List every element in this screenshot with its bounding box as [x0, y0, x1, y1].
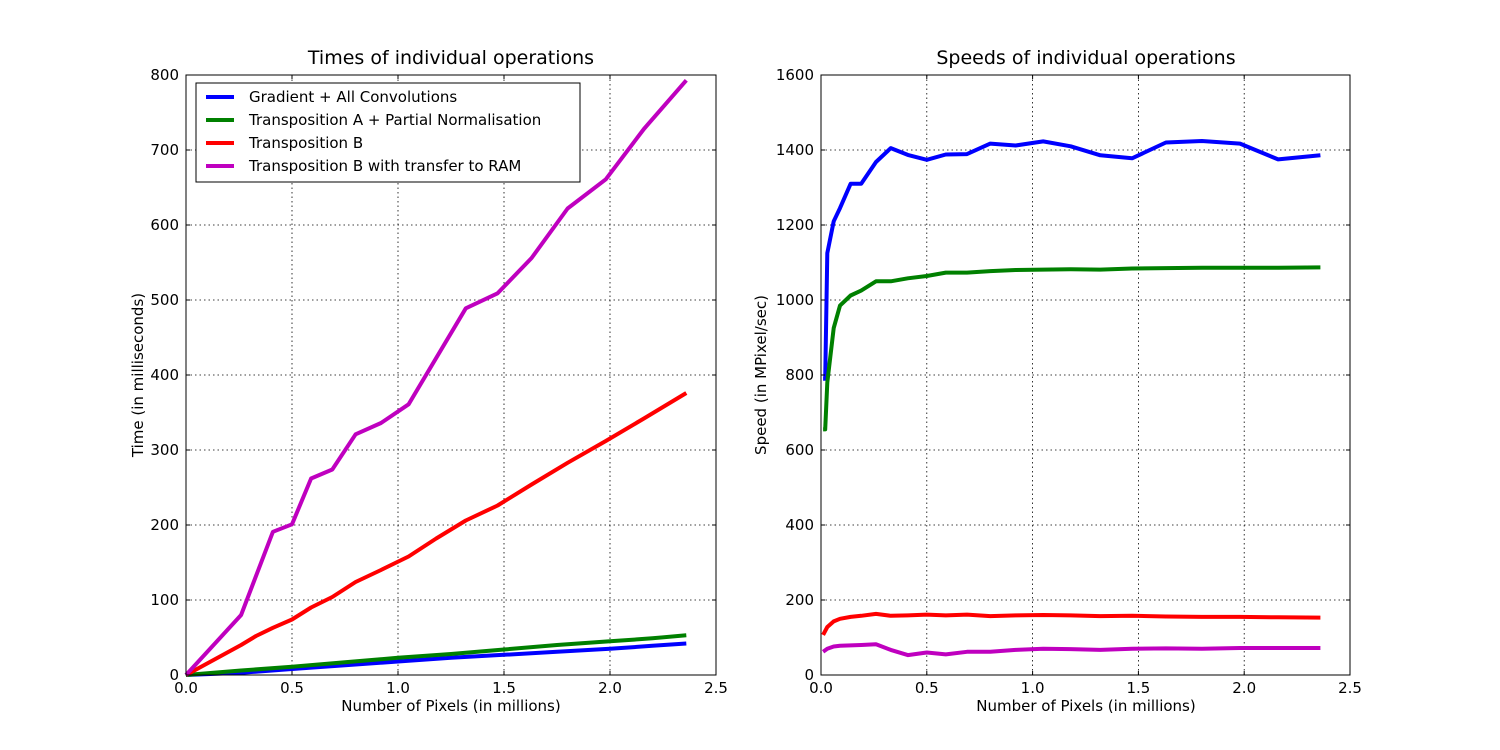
- speeds-x-axis-label: Number of Pixels (in millions): [976, 697, 1195, 715]
- speeds-y-tick-label: 1400: [776, 141, 814, 159]
- times-y-tick-label: 100: [150, 591, 179, 609]
- times-x-axis-label: Number of Pixels (in millions): [341, 697, 560, 715]
- speeds-x-tick-label: 1.5: [1126, 679, 1150, 697]
- legend-label-gradient: Gradient + All Convolutions: [249, 88, 457, 106]
- speeds-y-tick-label: 0: [804, 666, 814, 684]
- times-series-line-transposition-b: [185, 391, 688, 677]
- times-y-tick-label: 500: [150, 291, 179, 309]
- times-series-line-transposition-b-ram: [184, 78, 688, 677]
- speeds-grid: [821, 75, 1350, 675]
- speeds-y-tick-label: 1600: [776, 66, 814, 84]
- times-y-tick-label: 700: [150, 141, 179, 159]
- speeds-series-line-transposition-a: [823, 265, 1321, 432]
- times-series-line-transposition-a: [185, 633, 687, 677]
- speeds-y-tick-label: 400: [785, 516, 814, 534]
- times-y-tick-label: 300: [150, 441, 179, 459]
- speeds-series: [821, 139, 1321, 658]
- speeds-x-tick-label: 2.0: [1232, 679, 1256, 697]
- legend-label-transposition-b: Transposition B: [248, 134, 363, 152]
- times-x-tick-label: 1.5: [492, 679, 516, 697]
- speeds-y-axis-label: Speed (in MPixel/sec): [752, 295, 770, 455]
- times-y-axis-label: Time (in milliseconds): [129, 293, 147, 458]
- speeds-x-tick-label: 0.5: [915, 679, 939, 697]
- times-legend: Gradient + All Convolutions Transpositio…: [195, 82, 581, 183]
- times-series: [184, 78, 688, 677]
- times-chart: 0.0 0.5 1.0 1.5 2.0 2.5 0 100 200 300 400 500 600 700…: [129, 47, 728, 715]
- times-ticks: 0.0 0.5 1.0 1.5 2.0 2.5 0 100 200 300 400 500 600 700…: [150, 66, 728, 697]
- speeds-x-tick-label: 2.5: [1338, 679, 1362, 697]
- speeds-y-tick-label: 1000: [776, 291, 814, 309]
- times-x-tick-label: 0.0: [174, 679, 198, 697]
- times-x-tick-label: 2.5: [704, 679, 728, 697]
- speeds-series-line-gradient: [823, 139, 1321, 381]
- speeds-series-line-transposition-b-ram: [821, 642, 1321, 658]
- speeds-y-tick-label: 600: [785, 441, 814, 459]
- times-y-tick-label: 600: [150, 216, 179, 234]
- legend-label-transposition-a: Transposition A + Partial Normalisation: [248, 111, 541, 129]
- times-series-line-gradient: [185, 641, 687, 677]
- times-x-tick-label: 0.5: [280, 679, 304, 697]
- times-y-tick-label: 200: [150, 516, 179, 534]
- legend-label-transposition-b-ram: Transposition B with transfer to RAM: [248, 157, 521, 175]
- speeds-ticks: 0.0 0.5 1.0 1.5 2.0 2.5 0 200 400 600 800 1000 1200 1…: [776, 66, 1362, 697]
- speeds-chart-title: Speeds of individual operations: [936, 47, 1235, 69]
- legend-box: [195, 82, 581, 183]
- times-x-tick-label: 2.0: [598, 679, 622, 697]
- times-y-tick-label: 400: [150, 366, 179, 384]
- times-chart-title: Times of individual operations: [307, 47, 594, 69]
- speeds-series-line-transposition-b: [821, 611, 1321, 636]
- speeds-y-tick-label: 800: [785, 366, 814, 384]
- times-x-tick-label: 1.0: [386, 679, 410, 697]
- speeds-y-tick-label: 200: [785, 591, 814, 609]
- speeds-chart: 0.0 0.5 1.0 1.5 2.0 2.5 0 200 400 600 800 1000 1200 1…: [752, 47, 1362, 715]
- speeds-y-tick-label: 1200: [776, 216, 814, 234]
- speeds-x-tick-label: 1.0: [1021, 679, 1045, 697]
- times-y-tick-label: 0: [169, 666, 179, 684]
- speeds-x-tick-label: 0.0: [809, 679, 833, 697]
- times-y-tick-label: 800: [150, 66, 179, 84]
